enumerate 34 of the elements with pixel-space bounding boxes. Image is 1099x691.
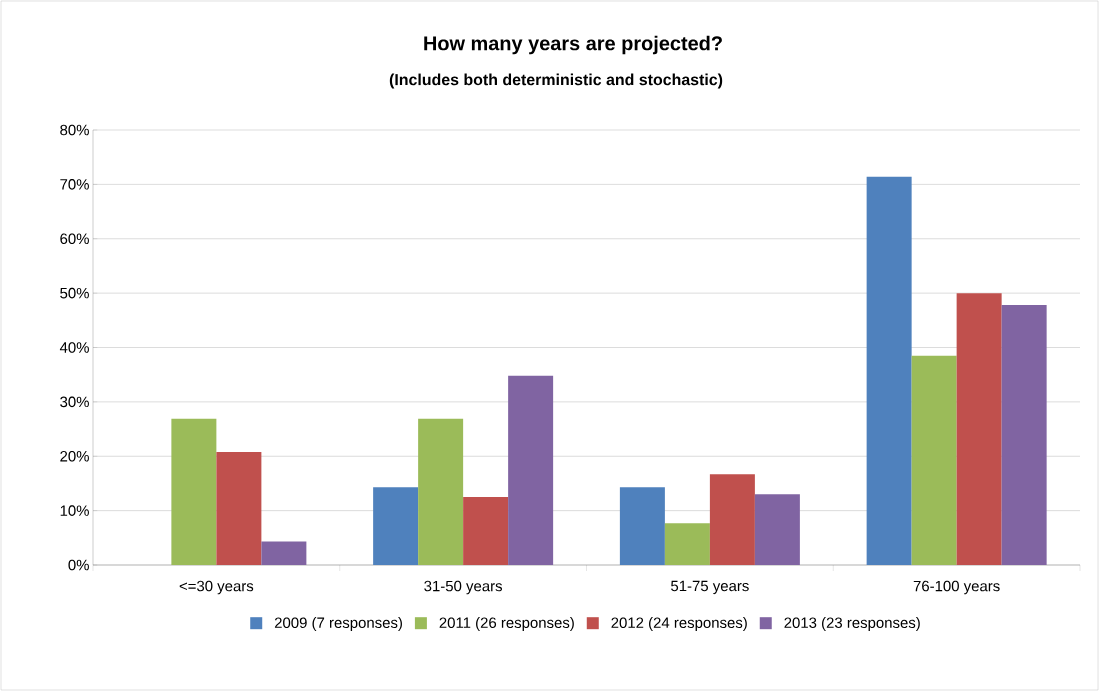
y-tick-label: 50%: [60, 287, 89, 299]
bar: [664, 523, 710, 565]
legend-label: 2009 (7 responses): [274, 617, 402, 631]
y-tick-label: 10%: [60, 505, 89, 516]
bar: [754, 494, 800, 565]
bar: [373, 487, 419, 565]
legend-label: 2012 (24 responses): [611, 617, 747, 631]
bar: [866, 176, 912, 565]
bar: [216, 451, 262, 565]
bar: [261, 541, 307, 565]
bar: [709, 474, 755, 565]
y-tick-label: 80%: [60, 124, 89, 136]
y-tick-label: 0%: [68, 559, 89, 571]
y-tick-label: 40%: [59, 342, 89, 353]
bar: [463, 497, 509, 565]
chart-subtitle: (Includes both deterministic and stochastic): [389, 73, 723, 89]
bar: [1001, 305, 1047, 565]
legend-label: 2013 (23 responses): [784, 617, 920, 631]
y-tick-label: 30%: [60, 396, 89, 408]
bar: [956, 293, 1002, 565]
bar: [508, 375, 554, 565]
chart-title: How many years are projected?: [424, 35, 722, 55]
x-tick-label: 31-50 years: [424, 580, 503, 595]
x-tick-label: <=30 years: [179, 580, 254, 595]
legend-label: 2011 (26 responses): [439, 617, 574, 631]
y-tick-label: 70%: [60, 179, 89, 190]
x-tick-label: 76-100 years: [913, 580, 1000, 595]
bar: [911, 355, 957, 565]
bar: [619, 487, 665, 565]
y-tick-label: 60%: [60, 233, 89, 245]
bar: [418, 418, 464, 565]
bar: [171, 418, 217, 565]
y-tick-label: 20%: [60, 450, 89, 462]
x-tick-label: 51-75 years: [671, 580, 749, 595]
